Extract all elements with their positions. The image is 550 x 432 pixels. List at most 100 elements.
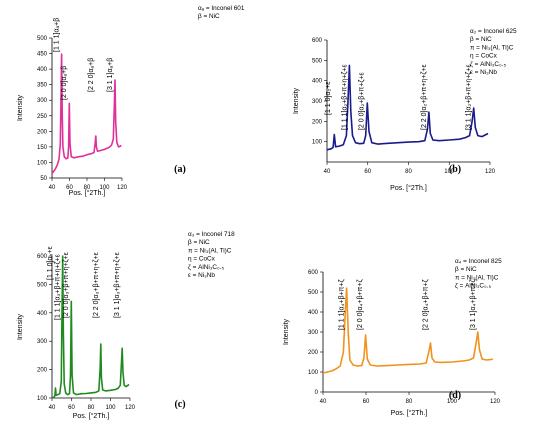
panel-a-y-tick-label: 200 bbox=[37, 129, 48, 135]
panel-a-peak-label: [2 2 0]αₐ+β bbox=[88, 58, 95, 92]
panel-d-y-tick-label: 100 bbox=[308, 370, 319, 376]
panel-c-peak-label: [1 1 0]α₃+ε bbox=[47, 246, 54, 280]
panel-d-peak-label: [2 2 0]α₄+β+π+ζ bbox=[423, 279, 430, 330]
panel-a-y-tick-label: 500 bbox=[37, 36, 48, 42]
panel-c-peak-label: [2 0 0]α₃+β+π+η+ζ+ε bbox=[63, 252, 70, 318]
panel-b-x-tick-label: 80 bbox=[405, 169, 412, 175]
panel-c-legend-entry: ζ = AlNi₃C₀.₅ bbox=[188, 264, 224, 271]
panel-b-y-tick-label: 400 bbox=[312, 79, 323, 85]
panel-c-legend-entry: η = CoCx bbox=[188, 256, 216, 263]
panel-b-peak-label: [1 1 1]α₂+β+π+η+ζ+ε bbox=[341, 64, 348, 130]
panel-b-peak-label: [2 2 0]α₂+β+π+η+ζ+ε bbox=[421, 64, 428, 130]
panel-d-y-tick-label: 400 bbox=[308, 310, 319, 316]
panel-c-series-line bbox=[51, 255, 130, 399]
panel-c-x-axis-label: Pos. [°2Th.] bbox=[73, 412, 110, 420]
panel-d-series-line bbox=[322, 287, 494, 374]
panel-d-y-axis-label: Intensity bbox=[283, 318, 290, 345]
panel-c-legend-entry: ε = Ni₃Nb bbox=[188, 272, 215, 279]
panel-a-legend-entry: αₐ = Inconel 601 bbox=[198, 5, 245, 12]
panel-c-y-axis-label: Intensity bbox=[17, 313, 24, 340]
panel-a-x-tick-label: 100 bbox=[99, 185, 110, 191]
panel-b-y-tick-label: 200 bbox=[312, 119, 323, 125]
panel-a-y-tick-label: 250 bbox=[37, 114, 48, 120]
panel-c-x-tick-label: 80 bbox=[88, 405, 95, 411]
panel-a-x-tick-label: 60 bbox=[66, 185, 73, 191]
panel-a-series-line bbox=[51, 53, 122, 174]
panel-a-peak-label: [3 1 1]αₐ+β bbox=[107, 58, 114, 92]
panel-a-y-axis-label: Intensity bbox=[17, 94, 24, 121]
panel-a-y-tick-label: 300 bbox=[37, 98, 48, 104]
panel-d-x-tick-label: 100 bbox=[447, 399, 458, 405]
panel-b-peak-label: [1 1 0]α₂+ε bbox=[325, 82, 332, 115]
panel-b-peak-label: [2 0 0]α₂+β+π+ζ+ε bbox=[359, 72, 366, 130]
panel-c-legend-entry: π = Ni₃(Al, Ti)C bbox=[188, 247, 232, 254]
panel-d-legend-entry: β = NiC bbox=[455, 266, 477, 273]
panel-c-legend-entry: α₃ = Inconel 718 bbox=[188, 231, 235, 238]
panel-b-y-tick-label: 100 bbox=[312, 140, 323, 146]
panel-a-y-tick-label: 450 bbox=[37, 52, 48, 58]
panel-d-x-tick-label: 60 bbox=[363, 399, 370, 405]
panel-a-x-tick-label: 40 bbox=[49, 185, 56, 191]
panel-b-x-tick-label: 120 bbox=[485, 169, 496, 175]
panel-d-y-tick-label: 600 bbox=[308, 270, 319, 276]
panel-a-x-tick-label: 120 bbox=[117, 185, 128, 191]
panel-d-x-tick-label: 80 bbox=[406, 399, 413, 405]
panel-c-x-tick-label: 100 bbox=[105, 405, 116, 411]
panel-b-legend-entry: α₂ = Inconel 625 bbox=[470, 28, 517, 35]
panel-d-x-tick-label: 40 bbox=[320, 399, 327, 405]
panel-c-x-tick-label: 40 bbox=[49, 405, 56, 411]
panel-b-legend-entry: ζ = AlNi₃C₀.₅ bbox=[470, 61, 506, 68]
panel-c-y-tick-label: 400 bbox=[37, 311, 48, 317]
panel-b-label: (b) bbox=[449, 164, 461, 175]
panel-a-x-axis-label: Pos. [°2Th.] bbox=[69, 189, 106, 197]
panel-d-x-tick-label: 120 bbox=[490, 399, 501, 405]
panel-d-y-tick-label: 300 bbox=[308, 330, 319, 336]
panel-a-y-tick-label: 350 bbox=[37, 83, 48, 89]
panel-c-y-tick-label: 500 bbox=[37, 282, 48, 288]
panel-b-y-axis-label: Intensity bbox=[293, 87, 300, 114]
panel-b-x-tick-label: 100 bbox=[444, 169, 455, 175]
panel-d-label: (d) bbox=[449, 390, 461, 401]
panel-c-label: (c) bbox=[174, 399, 185, 410]
panel-a-label: (a) bbox=[174, 164, 186, 175]
panel-a-peak-label: [1 1 1]αₐ+β bbox=[54, 18, 61, 52]
panel-a-x-tick-label: 80 bbox=[84, 185, 91, 191]
panel-a-y-tick-label: 400 bbox=[37, 67, 48, 73]
panel-b-y-tick-label: 500 bbox=[312, 58, 323, 64]
panel-d-peak-label: [2 0 0]α₄+β+π+ζ bbox=[357, 279, 364, 330]
panel-c-y-tick-label: 300 bbox=[37, 339, 48, 345]
panel-d-peak-label: [1 1 1]α₄+β+π+ζ bbox=[339, 279, 346, 330]
panel-d-y-tick-label: 200 bbox=[308, 350, 319, 356]
panel-b-legend-entry: η = CoCx bbox=[470, 53, 498, 60]
panel-b-series-line bbox=[326, 64, 489, 151]
panel-b-x-axis-label: Pos. [°2Th.] bbox=[390, 184, 427, 192]
panel-c-y-tick-label: 600 bbox=[37, 254, 48, 260]
panel-b-legend-entry: ε = Ni₃Nb bbox=[470, 69, 497, 76]
panel-c-x-tick-label: 60 bbox=[68, 405, 75, 411]
panel-a-peak-label: [2 0 0]αₐ+β bbox=[61, 66, 68, 100]
panel-d-legend-entry: ζ = AlNi₃C₀.₅ bbox=[455, 283, 491, 290]
panel-a-y-tick-label: 50 bbox=[40, 176, 47, 182]
panel-c-y-tick-label: 100 bbox=[37, 396, 48, 402]
panel-b-x-tick-label: 60 bbox=[364, 169, 371, 175]
panel-b-peak-label: [3 1 1]α₂+β+π+η+ζ+ε bbox=[466, 64, 473, 130]
panel-a-y-tick-label: 100 bbox=[37, 160, 48, 166]
panel-b-y-tick-label: 300 bbox=[312, 99, 323, 105]
panel-c-peak-label: [3 1 1]α₃+β+π+η+ζ+ε bbox=[114, 252, 121, 318]
panel-b-legend-entry: β = NiC bbox=[470, 36, 492, 43]
panel-d-legend-entry: α₄ = Inconel 825 bbox=[455, 258, 502, 265]
panel-b-x-tick-label: 40 bbox=[324, 169, 331, 175]
panel-d-legend-entry: π = Ni₃(Al, Ti)C bbox=[455, 274, 499, 281]
panel-b-legend-entry: π = Ni₃(Al, Ti)C bbox=[470, 44, 514, 51]
panel-c-legend-entry: β = NiC bbox=[188, 239, 210, 246]
panel-c-y-tick-label: 200 bbox=[37, 368, 48, 374]
panel-d-y-tick-label: 500 bbox=[308, 290, 319, 296]
panel-b-y-tick-label: 600 bbox=[312, 38, 323, 44]
panel-a-y-tick-label: 150 bbox=[37, 145, 48, 151]
panel-d-y-tick-label: 0 bbox=[315, 390, 319, 396]
panel-d-peak-label: [3 1 1]α₄+β+π+ζ bbox=[470, 279, 477, 330]
panel-a-legend-entry: β = NiC bbox=[198, 13, 220, 20]
panel-c-peak-label: [2 2 0]α₃+β+π+η+ζ+ε bbox=[93, 252, 100, 318]
panel-d-x-axis-label: Pos. [°2Th.] bbox=[391, 409, 428, 417]
